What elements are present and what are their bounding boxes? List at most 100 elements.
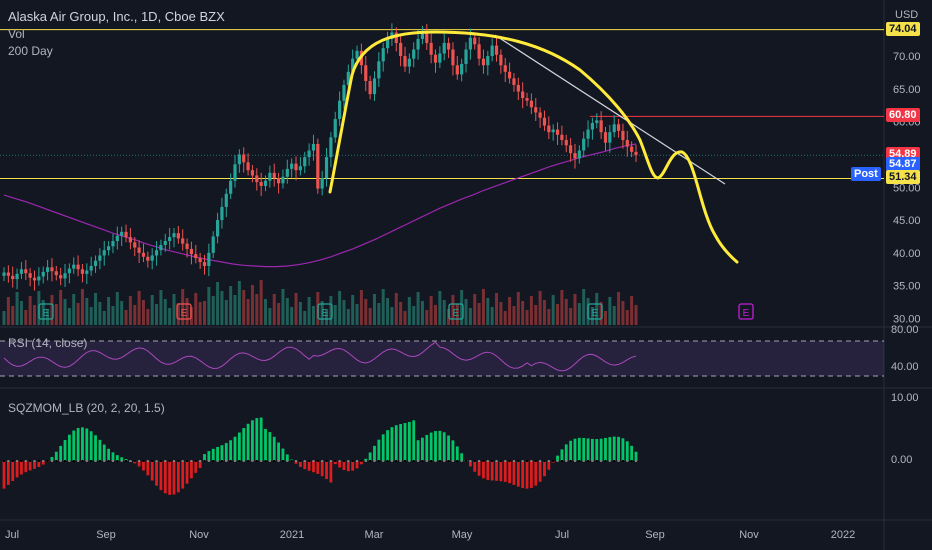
momentum-bar [403, 423, 407, 461]
squeeze-dot [412, 460, 415, 462]
x-tick-label: May [452, 529, 473, 541]
candle-body [50, 267, 54, 272]
momentum-bar [207, 451, 211, 461]
y-tick-label: 50.00 [893, 182, 921, 194]
candle-body [538, 112, 542, 118]
candle-body [399, 42, 403, 57]
momentum-bar [612, 436, 616, 461]
momentum-bar [2, 461, 6, 489]
squeeze-dot [630, 460, 633, 462]
momentum-bar [50, 456, 54, 461]
x-tick-label: Jul [555, 529, 569, 541]
price-tag-level: 51.34 [886, 170, 920, 185]
candle-body [207, 252, 211, 266]
squeeze-dot [390, 460, 393, 462]
momentum-bar [216, 446, 219, 461]
momentum-bar [163, 461, 167, 494]
candle-body [72, 264, 76, 269]
volume-bar [569, 308, 573, 325]
volume-bar [438, 291, 442, 325]
candle-body [311, 143, 316, 151]
squeeze-dot [303, 460, 306, 462]
momentum-bar [604, 437, 607, 461]
momentum-bar [473, 461, 477, 472]
candle-body [442, 42, 446, 54]
volume-bar [538, 291, 542, 325]
squeeze-dot [277, 460, 280, 462]
candle-body [268, 172, 272, 181]
squeeze-dot [155, 460, 158, 462]
candle-body [303, 157, 307, 167]
momentum-bar [224, 443, 228, 461]
momentum-bar [381, 434, 385, 461]
squeeze-dot [159, 460, 162, 462]
x-tick-label: Sep [96, 529, 116, 541]
squeeze-dot [473, 460, 476, 462]
volume-bar [141, 300, 145, 325]
candle-body [259, 182, 263, 186]
candle-body [542, 117, 547, 126]
momentum-bar [516, 461, 520, 487]
squeeze-dot [199, 460, 202, 462]
candle-body [215, 220, 220, 237]
volume-bar [220, 291, 224, 325]
volume-bar [102, 311, 106, 325]
candle-body [555, 129, 560, 135]
volume-bar [442, 300, 446, 325]
candle-body [333, 119, 337, 138]
rsi-band [0, 341, 884, 376]
squeeze-dot [403, 460, 406, 462]
momentum-bar [137, 461, 141, 467]
volume-bar [211, 296, 215, 325]
squeeze-dot [482, 460, 485, 462]
candle-body [608, 132, 612, 143]
volume-bar [477, 303, 481, 325]
squeeze-dot [356, 460, 359, 462]
candle-body [634, 151, 638, 156]
symbol-title: Alaska Air Group, Inc., 1D, Cboe BZX [8, 9, 225, 24]
squeeze-dot [508, 460, 511, 462]
candle-body [98, 255, 102, 261]
momentum-bar [15, 461, 19, 478]
momentum-bar [198, 461, 202, 469]
momentum-bar [194, 461, 198, 473]
squeeze-dot [608, 460, 611, 462]
squeeze-dot [273, 460, 276, 462]
momentum-bar [11, 461, 15, 481]
volume-bar [294, 293, 298, 325]
squeeze-dot [408, 460, 411, 462]
squeeze-dot [486, 460, 489, 462]
volume-bar [107, 297, 111, 325]
volume-bar [72, 294, 76, 325]
candle-body [150, 255, 154, 261]
momentum-bar [6, 461, 10, 485]
squeeze-dot [451, 460, 454, 462]
squeeze-dot [299, 460, 302, 462]
volume-bar [272, 294, 276, 325]
momentum-bar [307, 461, 311, 471]
momentum-bar [233, 436, 237, 461]
candle-body [146, 256, 150, 261]
earnings-marker-icon [317, 303, 333, 320]
candle-body [346, 71, 350, 85]
y-tick-label: 30.00 [893, 313, 921, 325]
momentum-bar [24, 461, 28, 473]
momentum-bar [412, 420, 416, 461]
volume-bar [146, 309, 150, 325]
volume-bar [198, 302, 202, 325]
volume-bar [508, 297, 512, 325]
volume-bar [377, 303, 381, 325]
candle-body [242, 154, 246, 163]
momentum-bar [37, 461, 41, 468]
candle-body [551, 129, 555, 133]
sqz-tick-0: 0.00 [891, 454, 913, 466]
candle-body [89, 265, 93, 271]
earnings-marker-icon [38, 303, 54, 320]
candle-body [285, 168, 289, 177]
volume-label: Vol [8, 27, 25, 41]
momentum-bar [264, 428, 267, 461]
volume-bar [172, 294, 176, 325]
volume-bar [468, 308, 472, 325]
sqz-tick-10: 10.00 [891, 392, 919, 404]
